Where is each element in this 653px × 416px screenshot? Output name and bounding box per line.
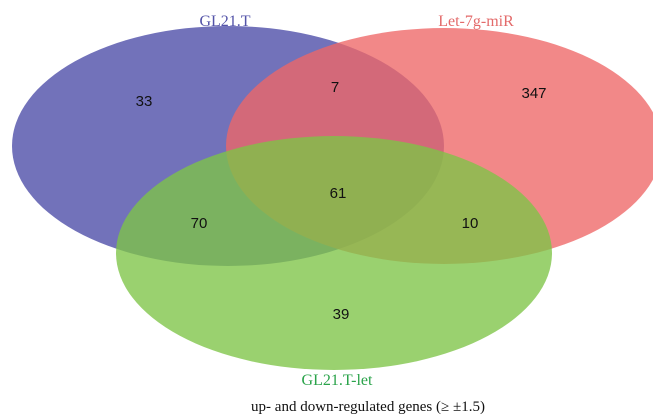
count-let7g-mir-gl21t-let: 10	[462, 215, 479, 232]
count-let7g-mir-only: 347	[521, 85, 546, 102]
count-gl21t-let7g-mir: 7	[331, 79, 339, 96]
count-gl21t-let-only: 39	[333, 306, 350, 323]
count-all-three: 61	[330, 185, 347, 202]
count-gl21t-gl21t-let: 70	[191, 215, 208, 232]
set-gl21t-let-ellipse	[116, 136, 552, 370]
set-label-gl21t: GL21.T	[199, 13, 250, 30]
set-label-gl21t-let: GL21.T-let	[302, 372, 374, 389]
set-label-let7g-mir: Let-7g-miR	[438, 13, 514, 30]
diagram-caption: up- and down-regulated genes (≥ ±1.5)	[251, 399, 485, 415]
count-gl21t-only: 33	[136, 93, 153, 110]
